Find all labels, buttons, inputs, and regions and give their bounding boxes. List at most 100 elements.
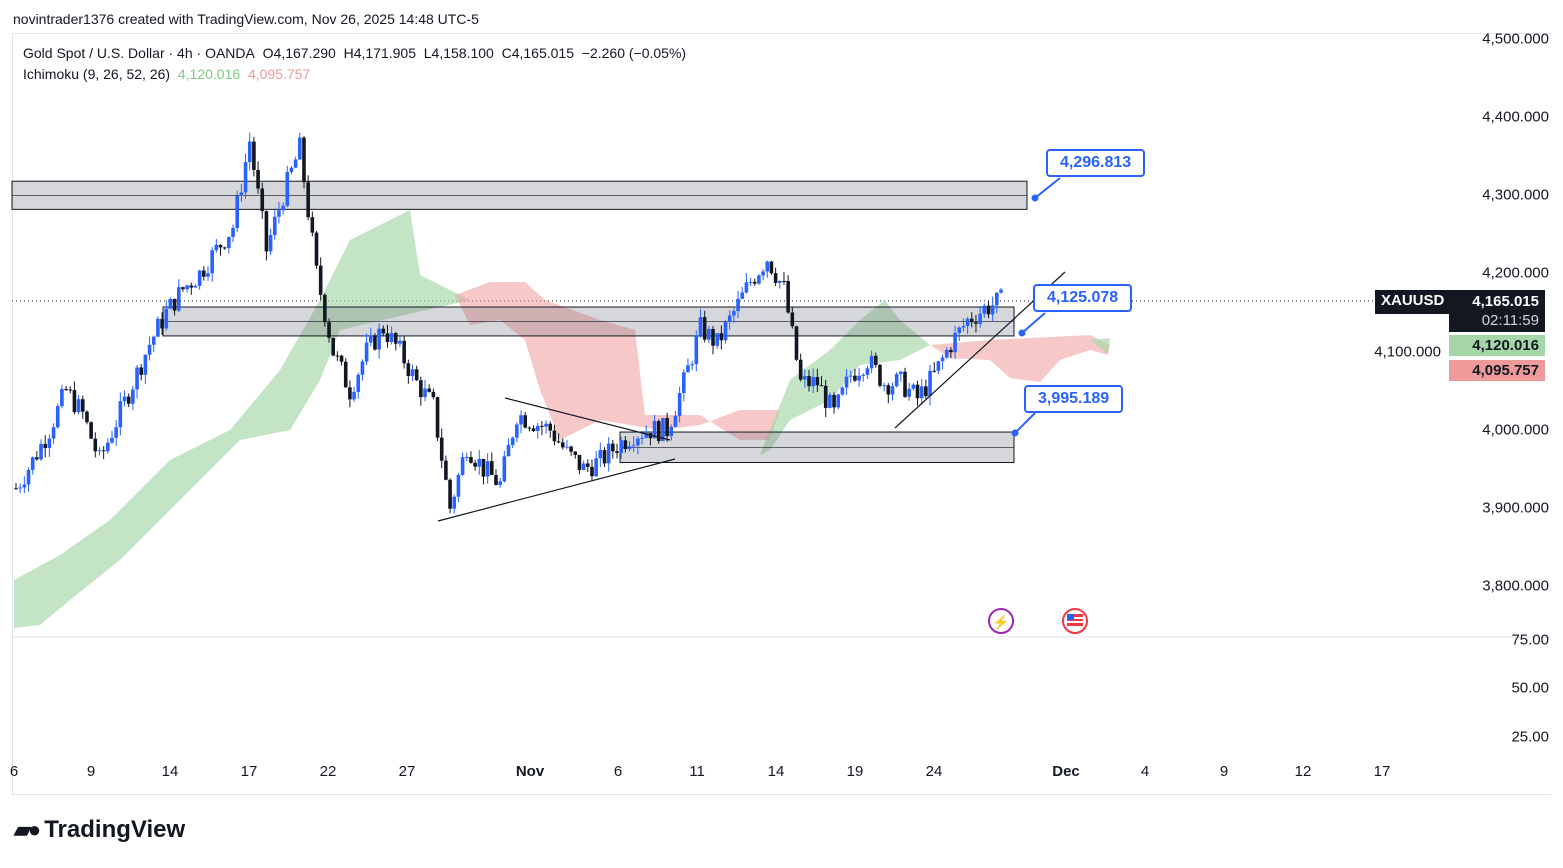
candle	[586, 463, 590, 467]
candle	[949, 349, 953, 353]
candle	[577, 454, 582, 470]
indicator-name[interactable]: Ichimoku (9, 26, 52, 26)	[23, 66, 171, 82]
candle	[969, 318, 974, 323]
candle	[569, 446, 573, 452]
callout-pointers	[1011, 177, 1061, 437]
ohlc-values: O4,167.290 H4,171.905 L4,158.100 C4,165.…	[262, 45, 687, 61]
y-tick-label: 3,900.000	[1482, 499, 1549, 517]
symbol-tag: XAUUSD	[1375, 290, 1451, 314]
lightning-icon[interactable]	[988, 608, 1014, 634]
candle	[544, 423, 548, 427]
candle	[631, 445, 636, 447]
symbol-name[interactable]: Gold Spot / U.S. Dollar · 4h · OANDA	[23, 45, 255, 61]
candle	[26, 469, 31, 485]
candle	[360, 361, 365, 375]
candle	[197, 270, 202, 286]
candle	[452, 496, 457, 509]
candle	[89, 422, 93, 439]
candle	[990, 305, 995, 315]
candle	[974, 322, 978, 324]
candle	[707, 328, 711, 340]
candle	[331, 337, 336, 356]
candle	[527, 427, 532, 429]
candle	[189, 285, 194, 288]
sub-tick: 50.00	[1511, 679, 1549, 697]
x-tick-label: 6	[9, 763, 19, 780]
candle	[773, 273, 778, 283]
candle	[247, 141, 252, 163]
candle	[227, 236, 231, 249]
tradingview-logo[interactable]: ▰● TradingView	[14, 816, 185, 844]
candle	[999, 289, 1003, 293]
logo-text: TradingView	[44, 816, 186, 843]
indicator-legend: Ichimoku (9, 26, 52, 26) 4,120.016 4,095…	[23, 66, 310, 82]
candle	[727, 315, 732, 323]
candle	[903, 371, 907, 397]
candle	[222, 247, 227, 249]
candle	[953, 332, 957, 353]
candle	[68, 389, 73, 391]
candle	[439, 437, 444, 461]
candle	[243, 162, 248, 193]
candle	[740, 292, 745, 299]
candle	[932, 370, 937, 372]
credit-text: novintrader1376 created with TradingView…	[13, 11, 479, 27]
candle	[899, 371, 903, 375]
candle	[364, 342, 369, 362]
candle	[540, 425, 544, 427]
candle	[110, 437, 114, 443]
candle	[861, 374, 866, 376]
price-callout-mid[interactable]: 4,125.078	[1033, 284, 1133, 312]
candle	[690, 364, 694, 366]
candle	[560, 442, 565, 448]
candle	[389, 333, 394, 342]
candle	[702, 317, 707, 340]
bar-countdown: 02:11:59	[1481, 312, 1539, 329]
x-tick-label: 14	[767, 763, 785, 780]
candle	[878, 364, 882, 386]
candle	[853, 375, 857, 381]
candle	[122, 396, 127, 402]
candle	[143, 354, 148, 375]
candle	[978, 313, 982, 324]
indicator-value-2: 4,095.757	[247, 66, 311, 82]
candle	[14, 488, 18, 490]
candle	[202, 270, 206, 277]
x-tick-label: 17	[1373, 763, 1391, 780]
candle	[811, 376, 815, 387]
trendline	[437, 458, 676, 522]
candle	[168, 298, 173, 309]
support-resistance-zones[interactable]	[11, 180, 1028, 464]
candle	[72, 390, 77, 413]
candle	[494, 474, 498, 485]
price-callout-support[interactable]: 3,995.189	[1024, 385, 1124, 413]
candle	[481, 458, 486, 477]
price-callout-target[interactable]: 4,296.813	[1046, 149, 1146, 177]
sub-tick: 25.00	[1511, 728, 1549, 746]
candle	[681, 372, 686, 394]
x-tick-label: 9	[1219, 763, 1229, 780]
candle	[464, 457, 469, 459]
candle	[844, 376, 849, 388]
candle	[590, 466, 594, 477]
candle	[490, 461, 494, 475]
candle	[231, 227, 235, 237]
candle	[615, 451, 619, 454]
tv-logo-icon: ▰●	[14, 817, 41, 842]
y-tick-label: 4,000.000	[1482, 421, 1549, 439]
candle	[176, 287, 181, 311]
candle	[782, 280, 786, 282]
candle	[803, 376, 807, 380]
candles	[14, 132, 1003, 514]
candle	[986, 305, 991, 315]
candle	[318, 265, 323, 295]
candle	[673, 415, 678, 427]
candle	[335, 355, 340, 357]
candle	[272, 216, 277, 236]
x-tick-label: 14	[161, 763, 179, 780]
candle	[765, 261, 770, 272]
candle	[535, 425, 540, 431]
candle	[76, 399, 81, 413]
candle	[686, 365, 690, 373]
